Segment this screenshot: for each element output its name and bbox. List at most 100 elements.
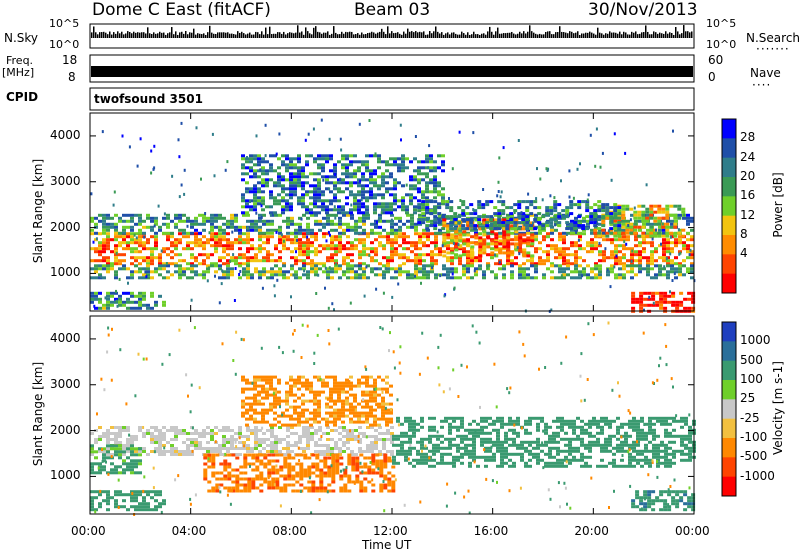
data-cell [106,228,110,232]
data-cell [580,464,584,468]
freq-unit: [MHz] [2,66,35,79]
data-cell [412,431,416,435]
data-cell [633,216,638,220]
nsky-trace-segment [543,34,545,38]
data-cell [350,253,354,257]
data-cell [528,464,532,468]
nsky-trace-segment [641,32,643,38]
data-cell [404,452,408,456]
data-cell [222,276,226,280]
data-cell [259,459,264,463]
data-cell [512,440,516,444]
data-cell [250,247,254,251]
date-label: 30/Nov/2013 [588,0,698,20]
data-cell [470,247,474,251]
data-cell [334,228,338,232]
data-cell [203,477,208,481]
data-cell [643,297,648,301]
data-cell [330,276,334,280]
data-cell [448,428,452,432]
data-cell [621,210,626,214]
data-cell [210,432,214,435]
data-cell [482,242,487,246]
data-cell [154,438,158,441]
data-cell [110,262,114,266]
data-cell [617,213,622,217]
data-cell [302,213,306,217]
data-cell [262,235,266,239]
nsky-trace-segment [625,32,627,38]
noise-cell [427,166,430,170]
data-cell [412,419,416,423]
data-cell [461,203,466,207]
data-cell [170,244,174,248]
nsky-trace-segment [209,25,211,38]
data-cell [460,461,464,465]
data-cell [310,432,314,435]
data-cell [562,235,566,239]
data-cell [666,259,670,263]
data-cell [270,259,274,263]
data-cell [114,256,118,260]
data-cell [338,222,342,226]
data-cell [552,464,556,468]
data-cell [102,231,106,235]
data-cell [317,154,321,158]
data-cell [544,422,548,426]
data-cell [114,441,118,444]
noise-cell [150,171,153,175]
nsky-trace-segment [447,32,449,38]
data-cell [586,264,590,268]
data-cell [379,471,384,475]
data-cell [448,437,452,441]
data-cell [285,187,289,191]
data-cell [430,219,434,223]
data-cell [306,276,310,280]
noise-cell [206,279,209,283]
data-cell [449,224,454,228]
data-cell [198,241,202,245]
nave-label: Nave [750,66,781,80]
data-cell [472,428,476,432]
data-cell [542,235,546,239]
data-cell [560,422,564,426]
data-cell [561,209,566,213]
data-cell [362,267,366,271]
data-cell [622,219,626,223]
data-cell [492,422,496,426]
data-cell [239,465,244,469]
data-cell [342,273,346,277]
data-cell [291,483,296,487]
data-cell [442,239,447,243]
data-cell [400,434,404,438]
data-cell [270,447,274,450]
data-cell [578,244,582,248]
data-cell [486,236,491,240]
data-cell [150,450,154,453]
data-cell [350,270,354,274]
data-cell [307,480,312,484]
data-cell [373,205,377,209]
data-cell [90,228,94,232]
data-cell [614,250,618,254]
data-cell [274,273,278,277]
data-cell [122,225,126,229]
data-cell [259,471,264,475]
data-cell [502,227,507,231]
data-cell [657,222,662,226]
data-cell [358,447,362,450]
data-cell [617,231,622,235]
noise-cell [663,265,666,269]
data-cell [114,250,118,254]
data-cell [306,444,310,447]
data-cell [425,187,429,191]
nsky-trace-segment [599,32,601,38]
data-cell [588,425,592,429]
data-cell [239,471,244,475]
data-cell [482,239,487,243]
nsky-trace-segment [219,32,221,38]
data-cell [662,259,666,263]
data-cell [473,209,478,213]
data-cell [679,291,684,295]
data-cell [134,294,138,298]
